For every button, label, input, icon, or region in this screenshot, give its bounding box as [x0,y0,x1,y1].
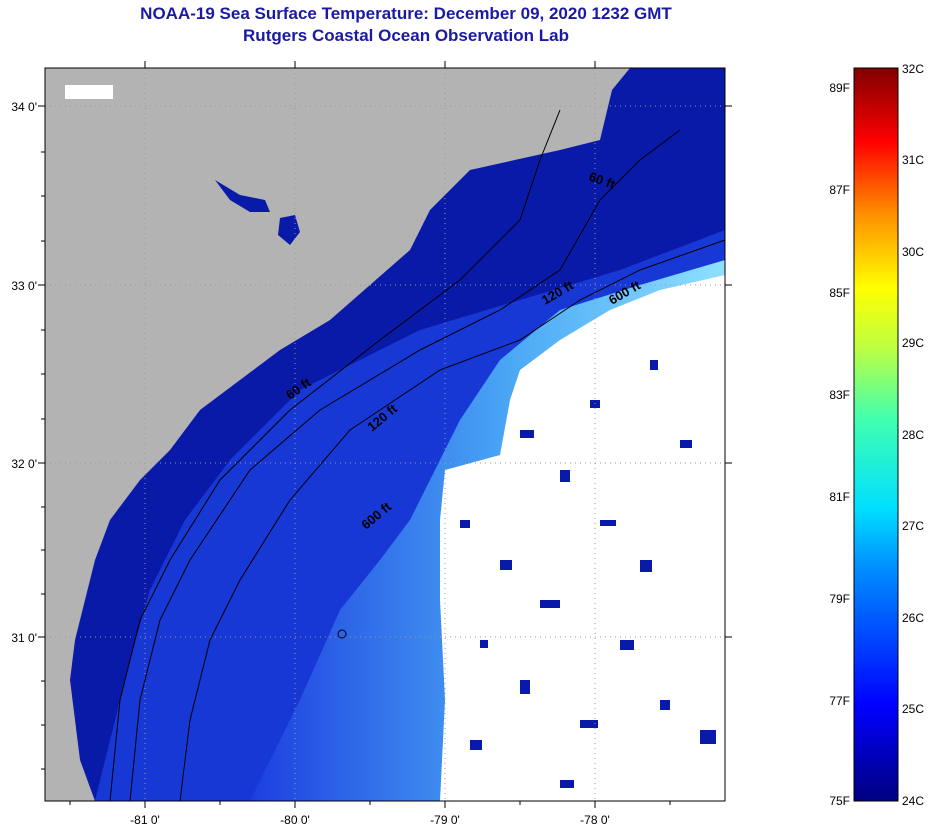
colorbar-f-label: 87F [829,183,850,197]
lon-label: -78 0' [580,813,610,827]
colorbar-f-label: 81F [829,490,850,504]
colorbar-fahrenheit-labels: 89F 87F 85F 83F 81F 79F 77F 75F [829,81,850,808]
axis-ticks [38,61,732,808]
sst-map: 60 ft 60 ft 120 ft 120 ft 600 ft 600 ft [45,68,725,801]
lat-label: 32 0' [11,457,37,471]
colorbar-c-label: 26C [902,611,924,625]
map-title: NOAA-19 Sea Surface Temperature: Decembe… [140,4,672,23]
lat-label: 33 0' [11,279,37,293]
lat-label: 34 0' [11,100,37,114]
map-frame [44,67,726,802]
lake-glint [65,85,113,99]
colorbar-c-label: 29C [902,336,924,350]
lon-label: -80 0' [280,813,310,827]
cloud-cover [440,275,725,801]
colorbar-f-label: 79F [829,592,850,606]
temperature-colorbar [853,67,899,802]
colorbar-c-label: 27C [902,519,924,533]
land [45,68,630,801]
colorbar-f-label: 75F [829,794,850,808]
map-subtitle: Rutgers Coastal Ocean Observation Lab [243,26,569,45]
lake [278,215,300,245]
colorbar-f-label: 77F [829,694,850,708]
lat-label: 31 0' [11,631,37,645]
colorbar-f-label: 89F [829,81,850,95]
colorbar-f-label: 83F [829,388,850,402]
colorbar-c-label: 31C [902,153,924,167]
colorbar-c-label: 24C [902,794,924,808]
colorbar-c-label: 32C [902,62,924,76]
colorbar-c-label: 28C [902,428,924,442]
lake [215,180,270,212]
lon-label: -79 0' [430,813,460,827]
lon-label: -81 0' [130,813,160,827]
colorbar-c-label: 25C [902,702,924,716]
colorbar-f-label: 85F [829,286,850,300]
colorbar-celsius-labels: 32C 31C 30C 29C 28C 27C 26C 25C 24C [902,62,924,808]
buoy-marker [337,629,347,639]
colorbar-c-label: 30C [902,245,924,259]
isobath-lines [109,109,725,801]
